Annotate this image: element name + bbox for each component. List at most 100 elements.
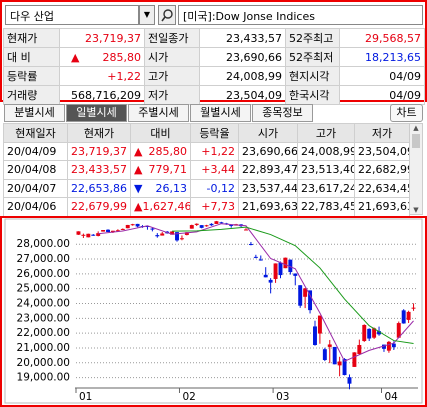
- y-tick-label: 27,000.00: [17, 253, 70, 265]
- candle-body: [337, 361, 342, 366]
- quote-label: 저가: [144, 85, 200, 105]
- candle-body: [283, 257, 288, 269]
- candle-body: [86, 233, 91, 238]
- quote-label: 현지시각: [285, 66, 340, 86]
- candle-body: [322, 349, 327, 360]
- value: 568,716,209: [71, 88, 141, 102]
- quote-label: 52주최저: [285, 47, 340, 67]
- candle-body: [155, 235, 160, 237]
- value: 285,80: [102, 50, 142, 64]
- quote-label: 전일종가: [144, 28, 200, 48]
- quote-label: 대 비: [3, 47, 60, 67]
- candle-body: [135, 223, 140, 227]
- quote-label: 한국시각: [285, 85, 340, 105]
- quote-row: 대 비 ▲ 285,80 시가 23,690,66 52주최저 18,213,65: [3, 47, 425, 67]
- dropdown[interactable]: ▼: [139, 5, 155, 25]
- candle-body: [76, 231, 81, 235]
- tab[interactable]: 종목정보: [252, 104, 313, 122]
- value: 23,719,37: [85, 31, 141, 45]
- chart-frame: [4, 218, 423, 404]
- price: 22,679,99: [67, 197, 131, 217]
- candle-body: [342, 359, 347, 376]
- candle-body: [268, 279, 273, 283]
- search-box[interactable]: 다우 산업: [5, 5, 139, 25]
- open: 22,893,47: [238, 160, 298, 180]
- y-tick-label: 23,000.00: [17, 312, 70, 324]
- column-header: 저가: [354, 123, 410, 143]
- scrollbar[interactable]: ▲ ▼: [409, 123, 423, 215]
- tab[interactable]: 일별시세: [66, 104, 127, 122]
- candle-body: [91, 234, 96, 236]
- chart-button[interactable]: 차트: [390, 104, 423, 122]
- high: 23,617,24: [297, 178, 355, 198]
- quote-label: 현재가: [3, 28, 60, 48]
- candle-body: [106, 229, 110, 232]
- candle-body: [125, 224, 130, 229]
- value: 285,80: [148, 144, 188, 158]
- column-header: 고가: [297, 123, 355, 143]
- arrow: ▲: [134, 144, 143, 158]
- column-header: 시가: [238, 123, 298, 143]
- arrow: ▲: [134, 163, 143, 177]
- quote-table: 현재가 23,719,37 전일종가 23,433,57 52주최고 29,568,57 대…: [3, 28, 425, 105]
- quote-row: 등락률 +1,22 고가 24,008,99 현지시각 04/09: [3, 66, 425, 86]
- candle-body: [411, 307, 416, 309]
- value: 1,627,46: [142, 200, 191, 214]
- price: 22,653,86: [67, 178, 131, 198]
- y-tick-label: 25,000.00: [17, 283, 70, 295]
- candle-body: [298, 285, 303, 306]
- change: ▲ 285,80: [130, 141, 191, 161]
- low: 23,504,09: [354, 141, 410, 161]
- y-tick-label: 20,000.00: [17, 357, 70, 369]
- open: 21,693,63: [238, 197, 298, 217]
- value: 779,71: [148, 163, 188, 177]
- quote-value: 23,690,66: [199, 47, 286, 67]
- candle-body: [81, 234, 86, 236]
- tab[interactable]: 주별시세: [128, 104, 189, 122]
- change: ▲ 1,627,46: [130, 197, 191, 217]
- candle-body: [120, 228, 125, 230]
- value: 18,213,65: [365, 50, 421, 64]
- y-tick-label: 19,000.00: [17, 372, 70, 384]
- price: 23,433,57: [67, 160, 131, 180]
- candle-body: [293, 273, 298, 276]
- value: 04/09: [389, 88, 421, 102]
- tab[interactable]: 분별시세: [4, 104, 65, 122]
- value: 23,690,66: [226, 50, 282, 64]
- candle-body: [115, 230, 120, 232]
- candle-body: [170, 231, 175, 235]
- y-tick-label: 21,000.00: [17, 342, 70, 354]
- candle-body: [308, 290, 313, 311]
- date: 20/04/07: [3, 178, 68, 198]
- candle-body: [263, 274, 268, 278]
- quote-value: 23,433,57: [199, 28, 286, 48]
- y-tick-label: 22,000.00: [17, 327, 70, 339]
- candle-body: [273, 263, 278, 279]
- candle-body: [406, 311, 411, 320]
- candle-body: [214, 221, 219, 224]
- quote-row: 현재가 23,719,37 전일종가 23,433,57 52주최고 29,568,57: [3, 28, 425, 48]
- candle-body: [150, 228, 155, 230]
- candle-body: [288, 259, 293, 273]
- candle-body: [382, 344, 386, 349]
- candle-body: [347, 377, 352, 384]
- search-icon: [161, 9, 173, 22]
- candle-body: [386, 341, 391, 351]
- candle-body: [189, 225, 194, 229]
- low: 22,634,45: [354, 178, 410, 198]
- value: 26,13: [155, 181, 188, 195]
- candle-body: [396, 323, 401, 338]
- y-tick-label: 24,000.00: [17, 298, 70, 310]
- tab[interactable]: 월별시세: [190, 104, 251, 122]
- quote-row: 거래량 568,716,209 저가 23,504,09 한국시각 04/09: [3, 85, 425, 105]
- candle-body: [175, 232, 179, 241]
- candle-body: [352, 352, 357, 367]
- date: 20/04/08: [3, 160, 68, 180]
- candle-body: [229, 224, 234, 226]
- candle-body: [194, 223, 199, 225]
- high: 24,008,99: [297, 141, 355, 161]
- y-tick-label: 28,000.00: [17, 238, 70, 250]
- y-tick-label: 26,000.00: [17, 268, 70, 280]
- search-button[interactable]: [158, 5, 176, 25]
